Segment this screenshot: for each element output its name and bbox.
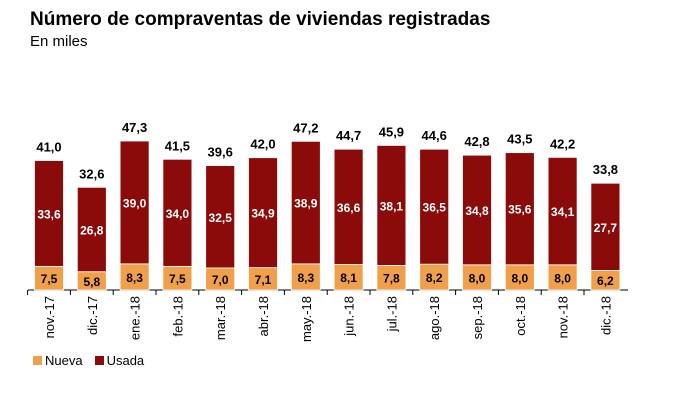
- bar-usada: [376, 145, 407, 266]
- data-label-usada: 27,7: [594, 221, 618, 235]
- bar-nueva: [419, 263, 450, 291]
- data-label-usada: 38,9: [294, 197, 318, 211]
- bar-usada: [462, 154, 492, 266]
- data-label-usada: 26,8: [80, 224, 104, 238]
- data-label-usada: 34,8: [465, 204, 489, 218]
- bar-nueva: [547, 264, 578, 291]
- data-label-nueva: 8,2: [426, 271, 443, 285]
- bar-usada: [248, 157, 278, 269]
- x-tick-label: ene.-18: [128, 296, 143, 340]
- data-label-nueva: 7,0: [212, 273, 229, 287]
- data-label-usada: 33,6: [37, 207, 61, 221]
- data-label-nueva: 6,2: [597, 274, 614, 288]
- data-label-nueva: 8,0: [511, 271, 528, 285]
- bar-usada: [205, 165, 236, 269]
- bar-usada: [162, 158, 193, 267]
- chart-subtitle: En miles: [30, 33, 88, 50]
- data-label-total: 42,0: [250, 137, 275, 152]
- bar-usada: [419, 148, 450, 265]
- data-label-nueva: 8,0: [469, 271, 486, 285]
- x-tick-label: dic.-17: [85, 296, 100, 335]
- bar-nueva: [376, 265, 407, 291]
- data-label-usada: 36,5: [423, 201, 447, 215]
- x-tick-label: nov.-17: [42, 296, 57, 338]
- data-label-nueva: 8,3: [297, 271, 314, 285]
- bar-nueva: [290, 263, 321, 291]
- legend-label: Usada: [106, 353, 145, 368]
- legend-swatch-nueva: [33, 356, 42, 365]
- x-tick-label: abr.-18: [256, 296, 271, 336]
- x-tick-label: may.-18: [299, 296, 314, 342]
- bar-nueva: [504, 264, 535, 291]
- legend-item-nueva: Nueva: [33, 353, 83, 368]
- data-label-usada: 34,9: [251, 207, 275, 221]
- x-tick-label: mar.-18: [213, 296, 228, 340]
- data-label-total: 44,7: [336, 128, 361, 143]
- bar-usada: [119, 140, 150, 265]
- data-label-nueva: 8,3: [126, 271, 143, 285]
- data-label-usada: 36,6: [337, 201, 361, 215]
- x-tick-label: ago.-18: [427, 296, 442, 340]
- data-label-total: 41,0: [36, 140, 61, 155]
- legend-swatch-usada: [94, 356, 104, 365]
- data-label-nueva: 8,0: [554, 271, 571, 285]
- data-label-total: 32,6: [79, 166, 104, 181]
- data-label-usada: 34,0: [166, 207, 190, 221]
- data-label-usada: 39,0: [123, 196, 147, 210]
- bar-usada: [76, 186, 107, 273]
- data-label-nueva: 7,1: [255, 273, 272, 287]
- data-label-total: 42,2: [550, 136, 575, 151]
- data-label-usada: 35,6: [508, 203, 532, 217]
- data-label-total: 45,9: [379, 124, 404, 139]
- data-label-nueva: 8,1: [340, 271, 357, 285]
- bar-usada: [547, 156, 578, 266]
- bar-usada: [34, 160, 64, 267]
- data-label-total: 44,6: [422, 128, 447, 143]
- data-label-total: 39,6: [208, 145, 233, 160]
- x-tick-label: jun.-18: [342, 296, 357, 337]
- data-label-total: 43,5: [507, 132, 532, 147]
- data-label-nueva: 7,5: [169, 272, 186, 286]
- data-label-total: 42,8: [464, 134, 489, 149]
- x-tick-label: feb.-18: [170, 296, 185, 336]
- x-tick-label: oct.-18: [513, 296, 528, 336]
- legend: Nueva Usada: [33, 353, 144, 368]
- data-label-total: 47,3: [122, 120, 147, 135]
- legend-item-usada: Usada: [94, 353, 145, 368]
- legend-label: Nueva: [45, 353, 83, 368]
- bar-usada: [590, 182, 621, 271]
- x-tick-label: jul.-18: [384, 296, 399, 332]
- data-label-total: 41,5: [165, 138, 190, 153]
- x-tick-label: sep.-18: [470, 296, 485, 339]
- data-label-usada: 38,1: [380, 199, 404, 213]
- bar-usada: [290, 140, 321, 265]
- bar-usada: [504, 152, 535, 266]
- data-label-nueva: 5,8: [83, 275, 100, 289]
- bar-usada: [333, 148, 364, 265]
- data-label-usada: 34,1: [551, 205, 575, 219]
- x-tick-label: dic.-18: [598, 296, 613, 335]
- x-tick-label: nov.-18: [556, 296, 571, 338]
- data-label-nueva: 7,8: [383, 272, 400, 286]
- data-label-total: 47,2: [293, 120, 318, 135]
- data-label-nueva: 7,5: [41, 272, 58, 286]
- data-label-usada: 32,5: [209, 211, 233, 225]
- chart-title: Número de compraventas de viviendas regi…: [30, 9, 491, 30]
- data-label-total: 33,8: [593, 162, 618, 177]
- bar-nueva: [333, 264, 364, 291]
